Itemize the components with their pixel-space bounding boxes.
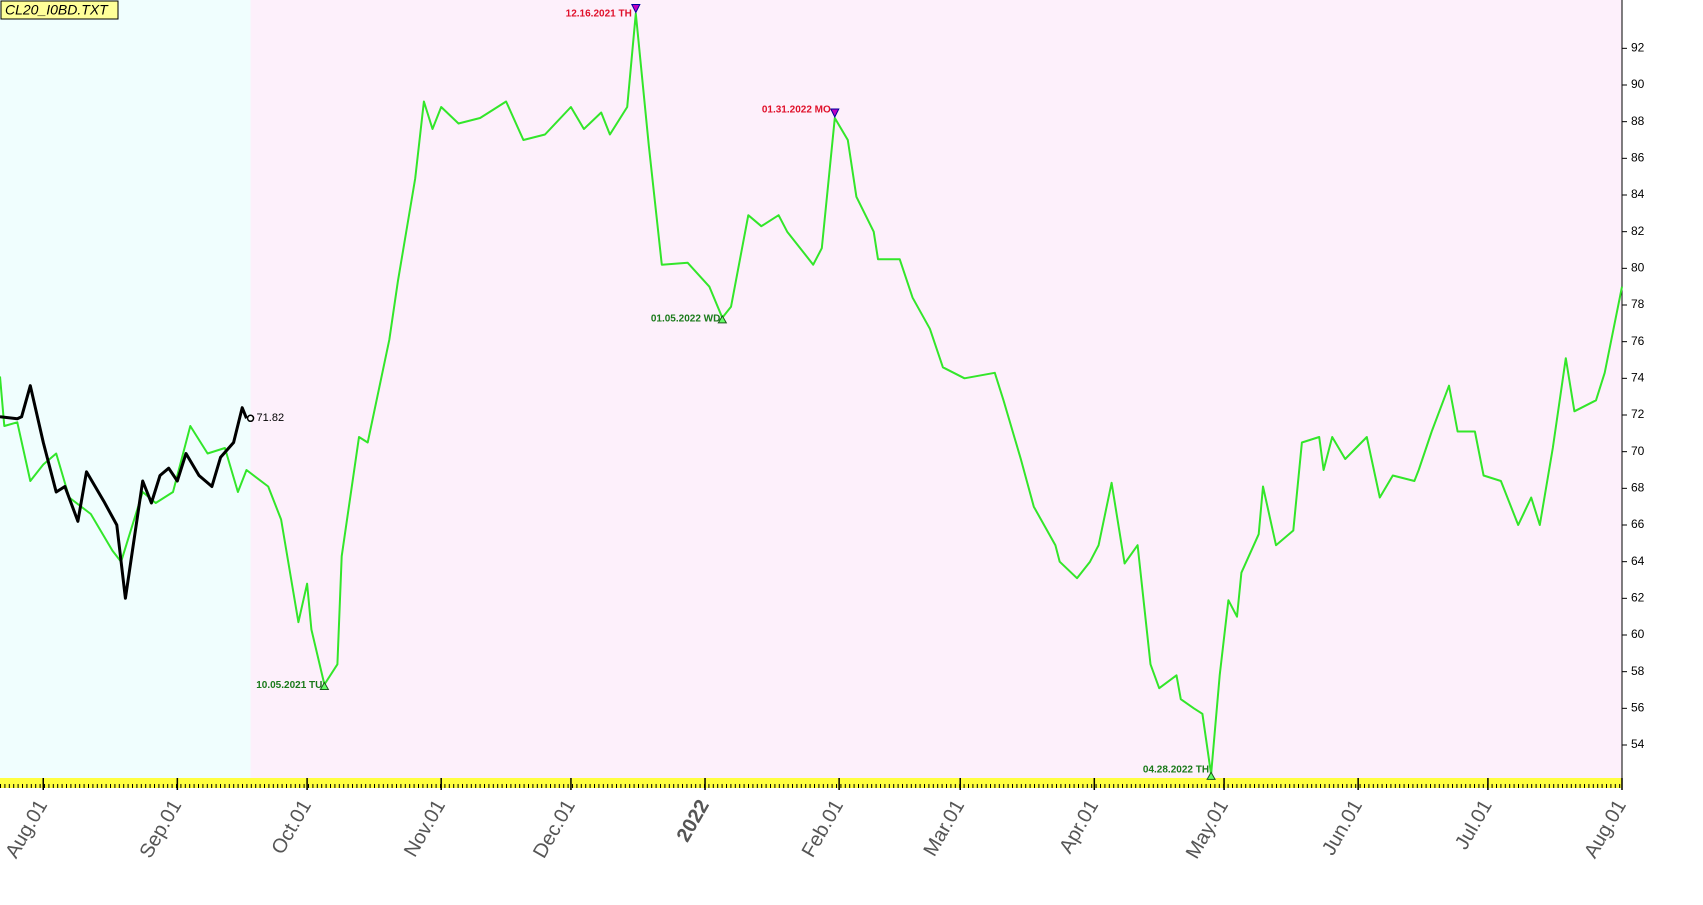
y-tick-label: 64: [1631, 554, 1645, 568]
x-tick-label: Aug.01: [1, 796, 52, 862]
file-label-box: [0, 0, 119, 20]
low-marker: [319, 681, 330, 690]
x-axis-ruler: [0, 778, 1622, 788]
low-annotation: 10.05.2021 TU: [256, 680, 322, 691]
low-marker: [717, 314, 728, 324]
y-tick-label: 84: [1631, 187, 1645, 201]
x-tick-label: Apr.01: [1055, 796, 1103, 857]
x-tick-label: Sep.01: [135, 796, 186, 862]
y-tick-label: 68: [1631, 481, 1645, 495]
y-tick-label: 60: [1631, 627, 1645, 641]
background: [0, 0, 1623, 778]
x-tick-label: Dec.01: [529, 796, 580, 862]
y-tick-label: 66: [1631, 517, 1645, 531]
x-tick-label: Oct.01: [267, 796, 316, 858]
last-value-marker: [246, 414, 255, 423]
y-tick-label: 74: [1631, 371, 1645, 385]
x-tick-label: Aug.01: [1580, 796, 1631, 862]
x-tick-label: Feb.01: [798, 796, 848, 861]
last-value-label: 71.82: [257, 412, 285, 424]
y-tick-label: 80: [1631, 261, 1645, 275]
x-tick-label: May.01: [1182, 796, 1233, 863]
x-tick-label: Jul.01: [1451, 796, 1497, 853]
file-label: CL20_I0BD.TXT: [5, 2, 109, 18]
y-tick-label: 72: [1631, 407, 1645, 421]
high-marker: [829, 108, 840, 119]
y-tick-label: 82: [1631, 224, 1645, 238]
y-tick-label: 88: [1631, 114, 1645, 128]
x-tick-label: Nov.01: [400, 796, 450, 861]
y-tick-label: 92: [1631, 41, 1645, 55]
x-tick-label: Jun.01: [1318, 796, 1367, 859]
low-annotation: 04.28.2022 TH: [1143, 765, 1209, 776]
y-tick-label: 54: [1631, 737, 1645, 751]
year-tick-label: 2022: [673, 796, 714, 846]
forecast-line: [0, 12, 1623, 776]
x-tick-label: Mar.01: [919, 796, 969, 860]
y-tick-label: 86: [1631, 151, 1645, 165]
y-tick-label: 56: [1631, 701, 1645, 715]
past-background: [0, 0, 251, 778]
y-tick-label: 76: [1631, 334, 1645, 348]
high-marker: [631, 4, 641, 14]
y-tick-label: 70: [1631, 444, 1645, 458]
y-tick-label: 58: [1631, 664, 1645, 678]
high-annotation: 12.16.2021 TH: [566, 9, 632, 20]
y-tick-label: 62: [1631, 591, 1645, 605]
low-marker: [1206, 771, 1216, 780]
y-tick-label: 78: [1631, 297, 1645, 311]
high-annotation: 01.31.2022 MO: [762, 105, 831, 116]
low-annotation: 01.05.2022 WD: [651, 313, 721, 324]
y-tick-label: 90: [1631, 77, 1645, 91]
future-background: [250, 0, 1623, 778]
actual-line: [0, 384, 248, 600]
